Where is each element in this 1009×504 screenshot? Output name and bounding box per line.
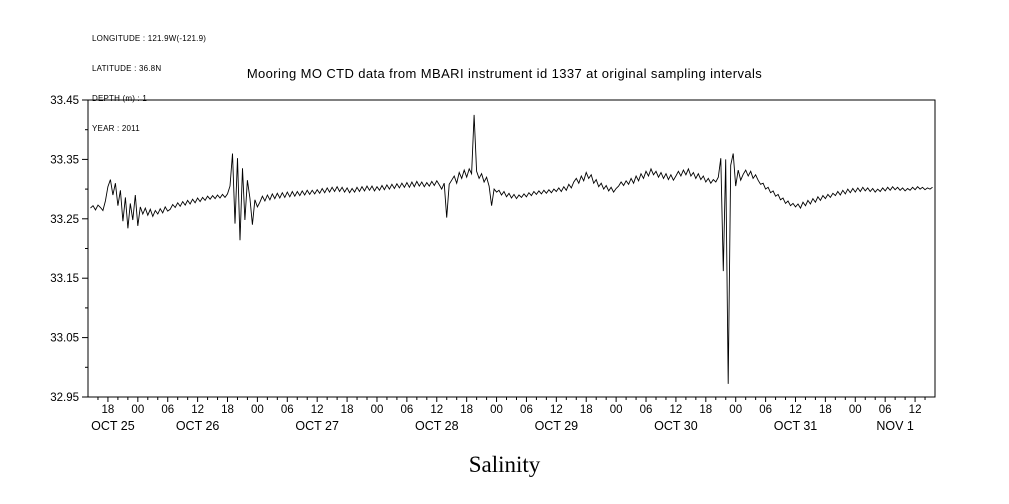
svg-text:18: 18 [341, 404, 354, 416]
svg-text:33.15: 33.15 [50, 273, 79, 285]
svg-text:OCT 30: OCT 30 [654, 419, 698, 433]
year-label: YEAR : 2011 [92, 124, 140, 133]
svg-text:06: 06 [161, 404, 174, 416]
svg-text:12: 12 [789, 404, 802, 416]
svg-text:12: 12 [191, 404, 204, 416]
svg-text:OCT 29: OCT 29 [535, 419, 579, 433]
svg-text:12: 12 [670, 404, 683, 416]
svg-text:12: 12 [909, 404, 922, 416]
svg-text:33.05: 33.05 [50, 333, 79, 345]
svg-text:18: 18 [580, 404, 593, 416]
svg-text:06: 06 [400, 404, 413, 416]
svg-text:06: 06 [281, 404, 294, 416]
svg-text:06: 06 [759, 404, 772, 416]
longitude-label: LONGITUDE : 121.9W(-121.9) [92, 34, 207, 43]
svg-text:06: 06 [520, 404, 533, 416]
svg-text:OCT 28: OCT 28 [415, 419, 459, 433]
svg-text:OCT 25: OCT 25 [91, 419, 135, 433]
latitude-label: LATITUDE : 36.8N [92, 64, 162, 73]
svg-text:18: 18 [221, 404, 234, 416]
svg-text:18: 18 [460, 404, 473, 416]
svg-text:18: 18 [102, 404, 115, 416]
svg-text:00: 00 [490, 404, 503, 416]
svg-text:00: 00 [251, 404, 264, 416]
metadata-block: LONGITUDE : 121.9W(-121.9) LATITUDE : 36… [92, 14, 206, 154]
svg-text:00: 00 [610, 404, 623, 416]
svg-text:12: 12 [311, 404, 324, 416]
svg-text:00: 00 [729, 404, 742, 416]
svg-text:OCT 27: OCT 27 [295, 419, 339, 433]
svg-text:32.95: 32.95 [50, 392, 79, 404]
svg-text:33.35: 33.35 [50, 154, 79, 166]
svg-text:00: 00 [371, 404, 384, 416]
svg-text:18: 18 [699, 404, 712, 416]
svg-text:12: 12 [430, 404, 443, 416]
svg-text:OCT 26: OCT 26 [176, 419, 220, 433]
svg-text:06: 06 [640, 404, 653, 416]
svg-text:33.45: 33.45 [50, 95, 79, 107]
svg-text:06: 06 [879, 404, 892, 416]
depth-label: DEPTH (m) : 1 [92, 94, 148, 103]
svg-text:NOV 1: NOV 1 [876, 419, 914, 433]
svg-text:33.25: 33.25 [50, 214, 79, 226]
svg-text:18: 18 [819, 404, 832, 416]
chart-title: Mooring MO CTD data from MBARI instrumen… [246, 66, 763, 81]
variable-name-label: Salinity [468, 452, 541, 477]
svg-text:00: 00 [131, 404, 144, 416]
svg-text:12: 12 [550, 404, 563, 416]
svg-text:00: 00 [849, 404, 862, 416]
svg-text:OCT 31: OCT 31 [774, 419, 818, 433]
